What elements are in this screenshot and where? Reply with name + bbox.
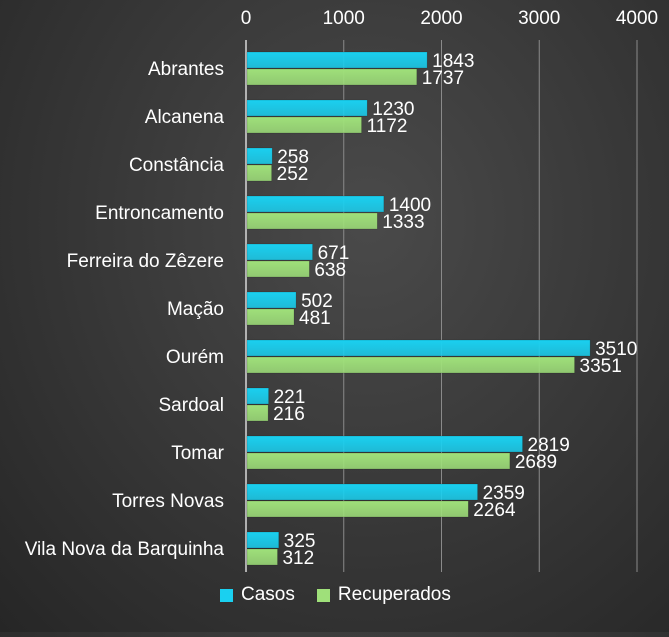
category-label: Alcanena	[145, 107, 225, 128]
category-label: Constância	[129, 155, 224, 176]
bar-casos	[246, 531, 280, 549]
data-label: 1400	[389, 195, 431, 216]
data-label: 2819	[528, 435, 570, 456]
bar-recuperados	[246, 500, 469, 518]
x-tick-label: 4000	[616, 8, 658, 29]
data-label: 2359	[483, 483, 525, 504]
legend-item-casos: Casos	[220, 584, 295, 606]
bar-recuperados	[246, 68, 418, 86]
bar-recuperados	[246, 452, 511, 470]
data-label: 2689	[515, 452, 557, 473]
category-label: Vila Nova da Barquinha	[25, 539, 225, 560]
legend-item-recuperados: Recuperados	[316, 584, 451, 606]
category-label: Torres Novas	[112, 491, 224, 512]
bar-recuperados	[246, 404, 269, 422]
legend-label-recuperados: Recuperados	[337, 584, 451, 605]
category-label: Entroncamento	[95, 203, 224, 224]
bar-recuperados	[246, 164, 272, 182]
category-label: Mação	[167, 299, 224, 320]
data-label: 1230	[372, 99, 414, 120]
bar-casos	[246, 51, 428, 69]
data-label: 252	[277, 164, 309, 185]
bar-casos	[246, 195, 385, 213]
data-label: 216	[273, 404, 305, 425]
legend-label-casos: Casos	[241, 584, 295, 605]
x-tick-label: 2000	[420, 8, 462, 29]
data-label: 3351	[580, 356, 622, 377]
data-label: 312	[282, 548, 314, 569]
bar-casos	[246, 339, 591, 357]
data-label: 481	[299, 308, 331, 329]
x-tick-label: 0	[241, 8, 252, 29]
bar-casos	[246, 435, 523, 453]
bar-casos	[246, 99, 368, 117]
data-label: 502	[301, 291, 333, 312]
bar-recuperados	[246, 260, 310, 278]
data-label: 1843	[432, 51, 474, 72]
bar-recuperados	[246, 356, 575, 374]
data-label: 671	[318, 243, 350, 264]
x-tick-label: 3000	[518, 8, 560, 29]
bar-casos	[246, 483, 478, 501]
bar-recuperados	[246, 548, 278, 566]
legend: Casos Recuperados	[220, 584, 451, 606]
bar-casos	[246, 147, 273, 165]
data-label: 1172	[367, 116, 408, 137]
data-label: 325	[284, 531, 316, 552]
bar-casos	[246, 387, 269, 405]
bar-casos	[246, 291, 297, 309]
category-label: Abrantes	[148, 59, 224, 80]
category-label: Tomar	[171, 443, 224, 464]
bar-casos	[246, 243, 313, 261]
category-label: Sardoal	[159, 395, 225, 416]
category-label: Ourém	[166, 347, 224, 368]
bar-recuperados	[246, 212, 378, 230]
data-label: 258	[277, 147, 309, 168]
bar-recuperados	[246, 308, 295, 326]
category-label: Ferreira do Zêzere	[67, 251, 224, 272]
data-label: 638	[314, 260, 346, 281]
data-label: 1737	[422, 68, 464, 89]
data-label: 221	[274, 387, 306, 408]
data-label: 2264	[473, 500, 516, 521]
x-tick-label: 1000	[323, 8, 365, 29]
legend-swatch-casos	[220, 588, 233, 602]
data-label: 3510	[595, 339, 637, 360]
data-label: 1333	[382, 212, 424, 233]
bar-recuperados	[246, 116, 362, 134]
legend-swatch-recuperados	[316, 588, 330, 602]
